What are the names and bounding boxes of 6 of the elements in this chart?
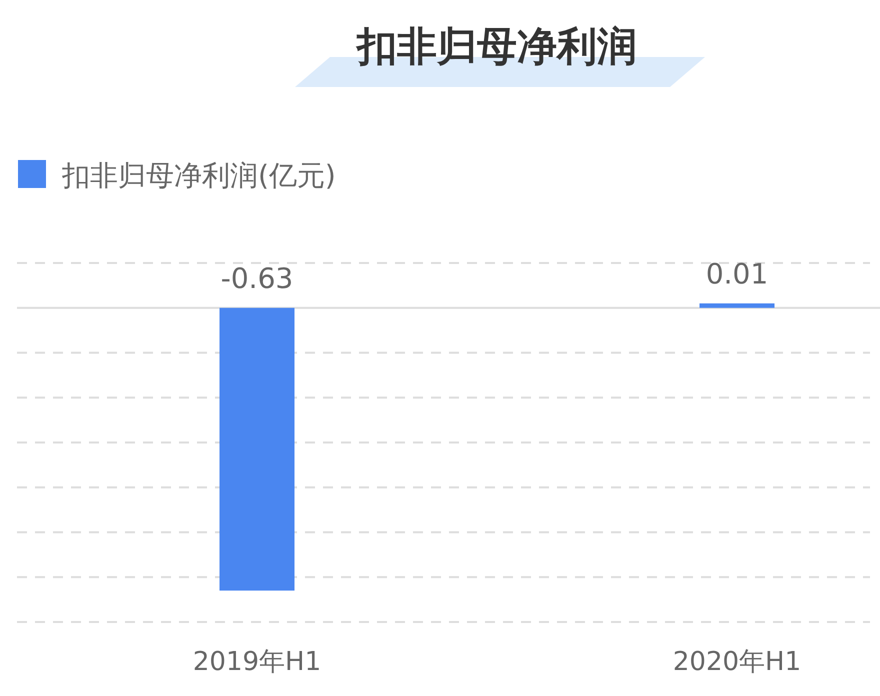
chart-title: 扣非归母净利润 (355, 24, 637, 70)
data-label: -0.63 (220, 262, 294, 295)
x-tick-label: 2019年H1 (192, 647, 322, 677)
legend-label: 扣非归母净利润(亿元) (61, 159, 336, 192)
x-tick-label: 2020年H1 (672, 647, 802, 677)
data-label: 0.01 (706, 257, 768, 290)
